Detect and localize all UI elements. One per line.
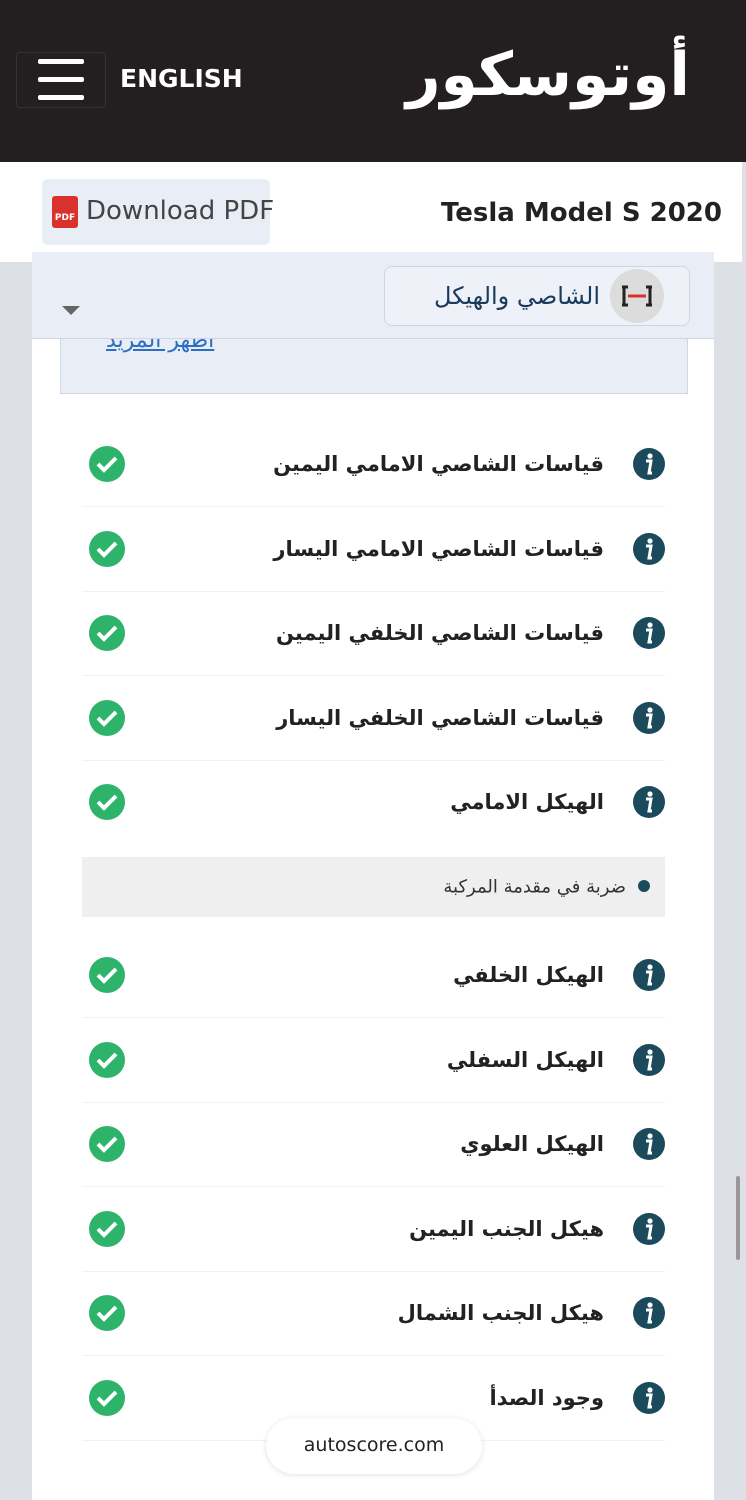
chassis-icon bbox=[622, 285, 652, 307]
download-label[interactable]: Download PDF bbox=[86, 196, 275, 226]
info-button[interactable] bbox=[632, 701, 666, 739]
note-box bbox=[82, 857, 665, 917]
check-icon bbox=[89, 446, 125, 482]
item-label: هيكل الجنب الشمال bbox=[397, 1301, 604, 1325]
row-divider bbox=[82, 675, 665, 676]
check-icon bbox=[89, 1041, 125, 1078]
status-check bbox=[88, 956, 126, 998]
item-label: وجود الصدأ bbox=[489, 1385, 604, 1410]
tab-label[interactable]: الشاصي والهيكل bbox=[433, 282, 600, 310]
status-check bbox=[88, 1379, 126, 1421]
row-divider bbox=[82, 1270, 665, 1272]
logo[interactable]: أوتوسكور bbox=[405, 40, 690, 110]
dropdown-caret[interactable] bbox=[62, 306, 80, 315]
scrollbar bbox=[736, 1176, 740, 1260]
language-toggle[interactable]: ENGLISH bbox=[120, 64, 243, 93]
info-button[interactable] bbox=[632, 532, 666, 570]
status-check bbox=[88, 445, 126, 487]
info-button[interactable] bbox=[632, 1296, 666, 1334]
info-button[interactable] bbox=[632, 1212, 666, 1250]
download-button[interactable] bbox=[42, 179, 270, 245]
status-check bbox=[88, 699, 126, 741]
status-check bbox=[88, 614, 126, 656]
row-divider bbox=[82, 590, 665, 592]
status-check bbox=[88, 1041, 126, 1083]
info-icon[interactable] bbox=[632, 616, 666, 650]
info-icon[interactable] bbox=[632, 1381, 666, 1415]
menu-icon bbox=[38, 59, 84, 100]
status-check bbox=[88, 1294, 126, 1336]
note-text: ضربة في مقدمة المركبة bbox=[443, 876, 626, 898]
info-button[interactable] bbox=[632, 785, 666, 823]
tab-icon bbox=[610, 269, 664, 323]
status-check bbox=[88, 1210, 126, 1252]
car-title: Tesla Model S 2020 bbox=[441, 198, 722, 228]
check-icon bbox=[89, 1379, 125, 1416]
info-icon[interactable] bbox=[632, 447, 666, 481]
item-label: الهيكل العلوي bbox=[460, 1132, 604, 1156]
item-label: الهيكل الخلفي bbox=[453, 963, 604, 987]
check-icon bbox=[89, 957, 125, 993]
check-icon bbox=[89, 784, 125, 820]
url-pill bbox=[266, 1418, 482, 1474]
info-icon[interactable] bbox=[632, 1043, 666, 1077]
pdf-icon: PDF bbox=[52, 196, 78, 228]
info-button[interactable] bbox=[632, 958, 666, 996]
item-label: هيكل الجنب اليمين bbox=[409, 1216, 604, 1241]
info-icon[interactable] bbox=[632, 958, 666, 992]
info-icon[interactable] bbox=[632, 1296, 666, 1330]
info-button[interactable] bbox=[632, 1381, 666, 1419]
status-check bbox=[88, 783, 126, 825]
status-check bbox=[88, 1125, 126, 1167]
row-divider bbox=[82, 1355, 665, 1356]
item-label: الهيكل الامامي bbox=[450, 790, 604, 814]
info-icon[interactable] bbox=[632, 1212, 666, 1246]
check-icon bbox=[89, 530, 125, 567]
header bbox=[0, 0, 746, 162]
menu-button[interactable] bbox=[16, 52, 106, 108]
info-icon[interactable] bbox=[632, 701, 666, 735]
check-icon bbox=[89, 615, 125, 651]
status-check bbox=[88, 530, 126, 572]
check-icon bbox=[89, 1295, 125, 1331]
item-label: قياسات الشاصي الامامي اليسار bbox=[273, 536, 604, 561]
info-button[interactable] bbox=[632, 1127, 666, 1165]
info-button[interactable] bbox=[632, 616, 666, 654]
row-divider bbox=[82, 1186, 665, 1187]
check-icon bbox=[89, 699, 125, 736]
row-divider bbox=[82, 1017, 665, 1018]
check-icon bbox=[89, 1210, 125, 1247]
info-button[interactable] bbox=[632, 447, 666, 485]
info-icon[interactable] bbox=[632, 1127, 666, 1161]
row-divider bbox=[82, 759, 665, 761]
item-label: الهيكل السفلي bbox=[446, 1047, 604, 1072]
note-bullet bbox=[638, 880, 650, 892]
row-divider bbox=[82, 506, 665, 507]
check-icon bbox=[89, 1126, 125, 1162]
info-icon[interactable] bbox=[632, 785, 666, 819]
item-label: قياسات الشاصي الخلفي اليمين bbox=[275, 621, 604, 645]
item-label: قياسات الشاصي الامامي اليمين bbox=[273, 452, 604, 476]
info-button[interactable] bbox=[632, 1043, 666, 1081]
item-label: قياسات الشاصي الخلفي اليسار bbox=[276, 705, 604, 730]
url-text: autoscore.com bbox=[303, 1434, 445, 1456]
info-icon[interactable] bbox=[632, 532, 666, 566]
row-divider bbox=[82, 1101, 665, 1103]
